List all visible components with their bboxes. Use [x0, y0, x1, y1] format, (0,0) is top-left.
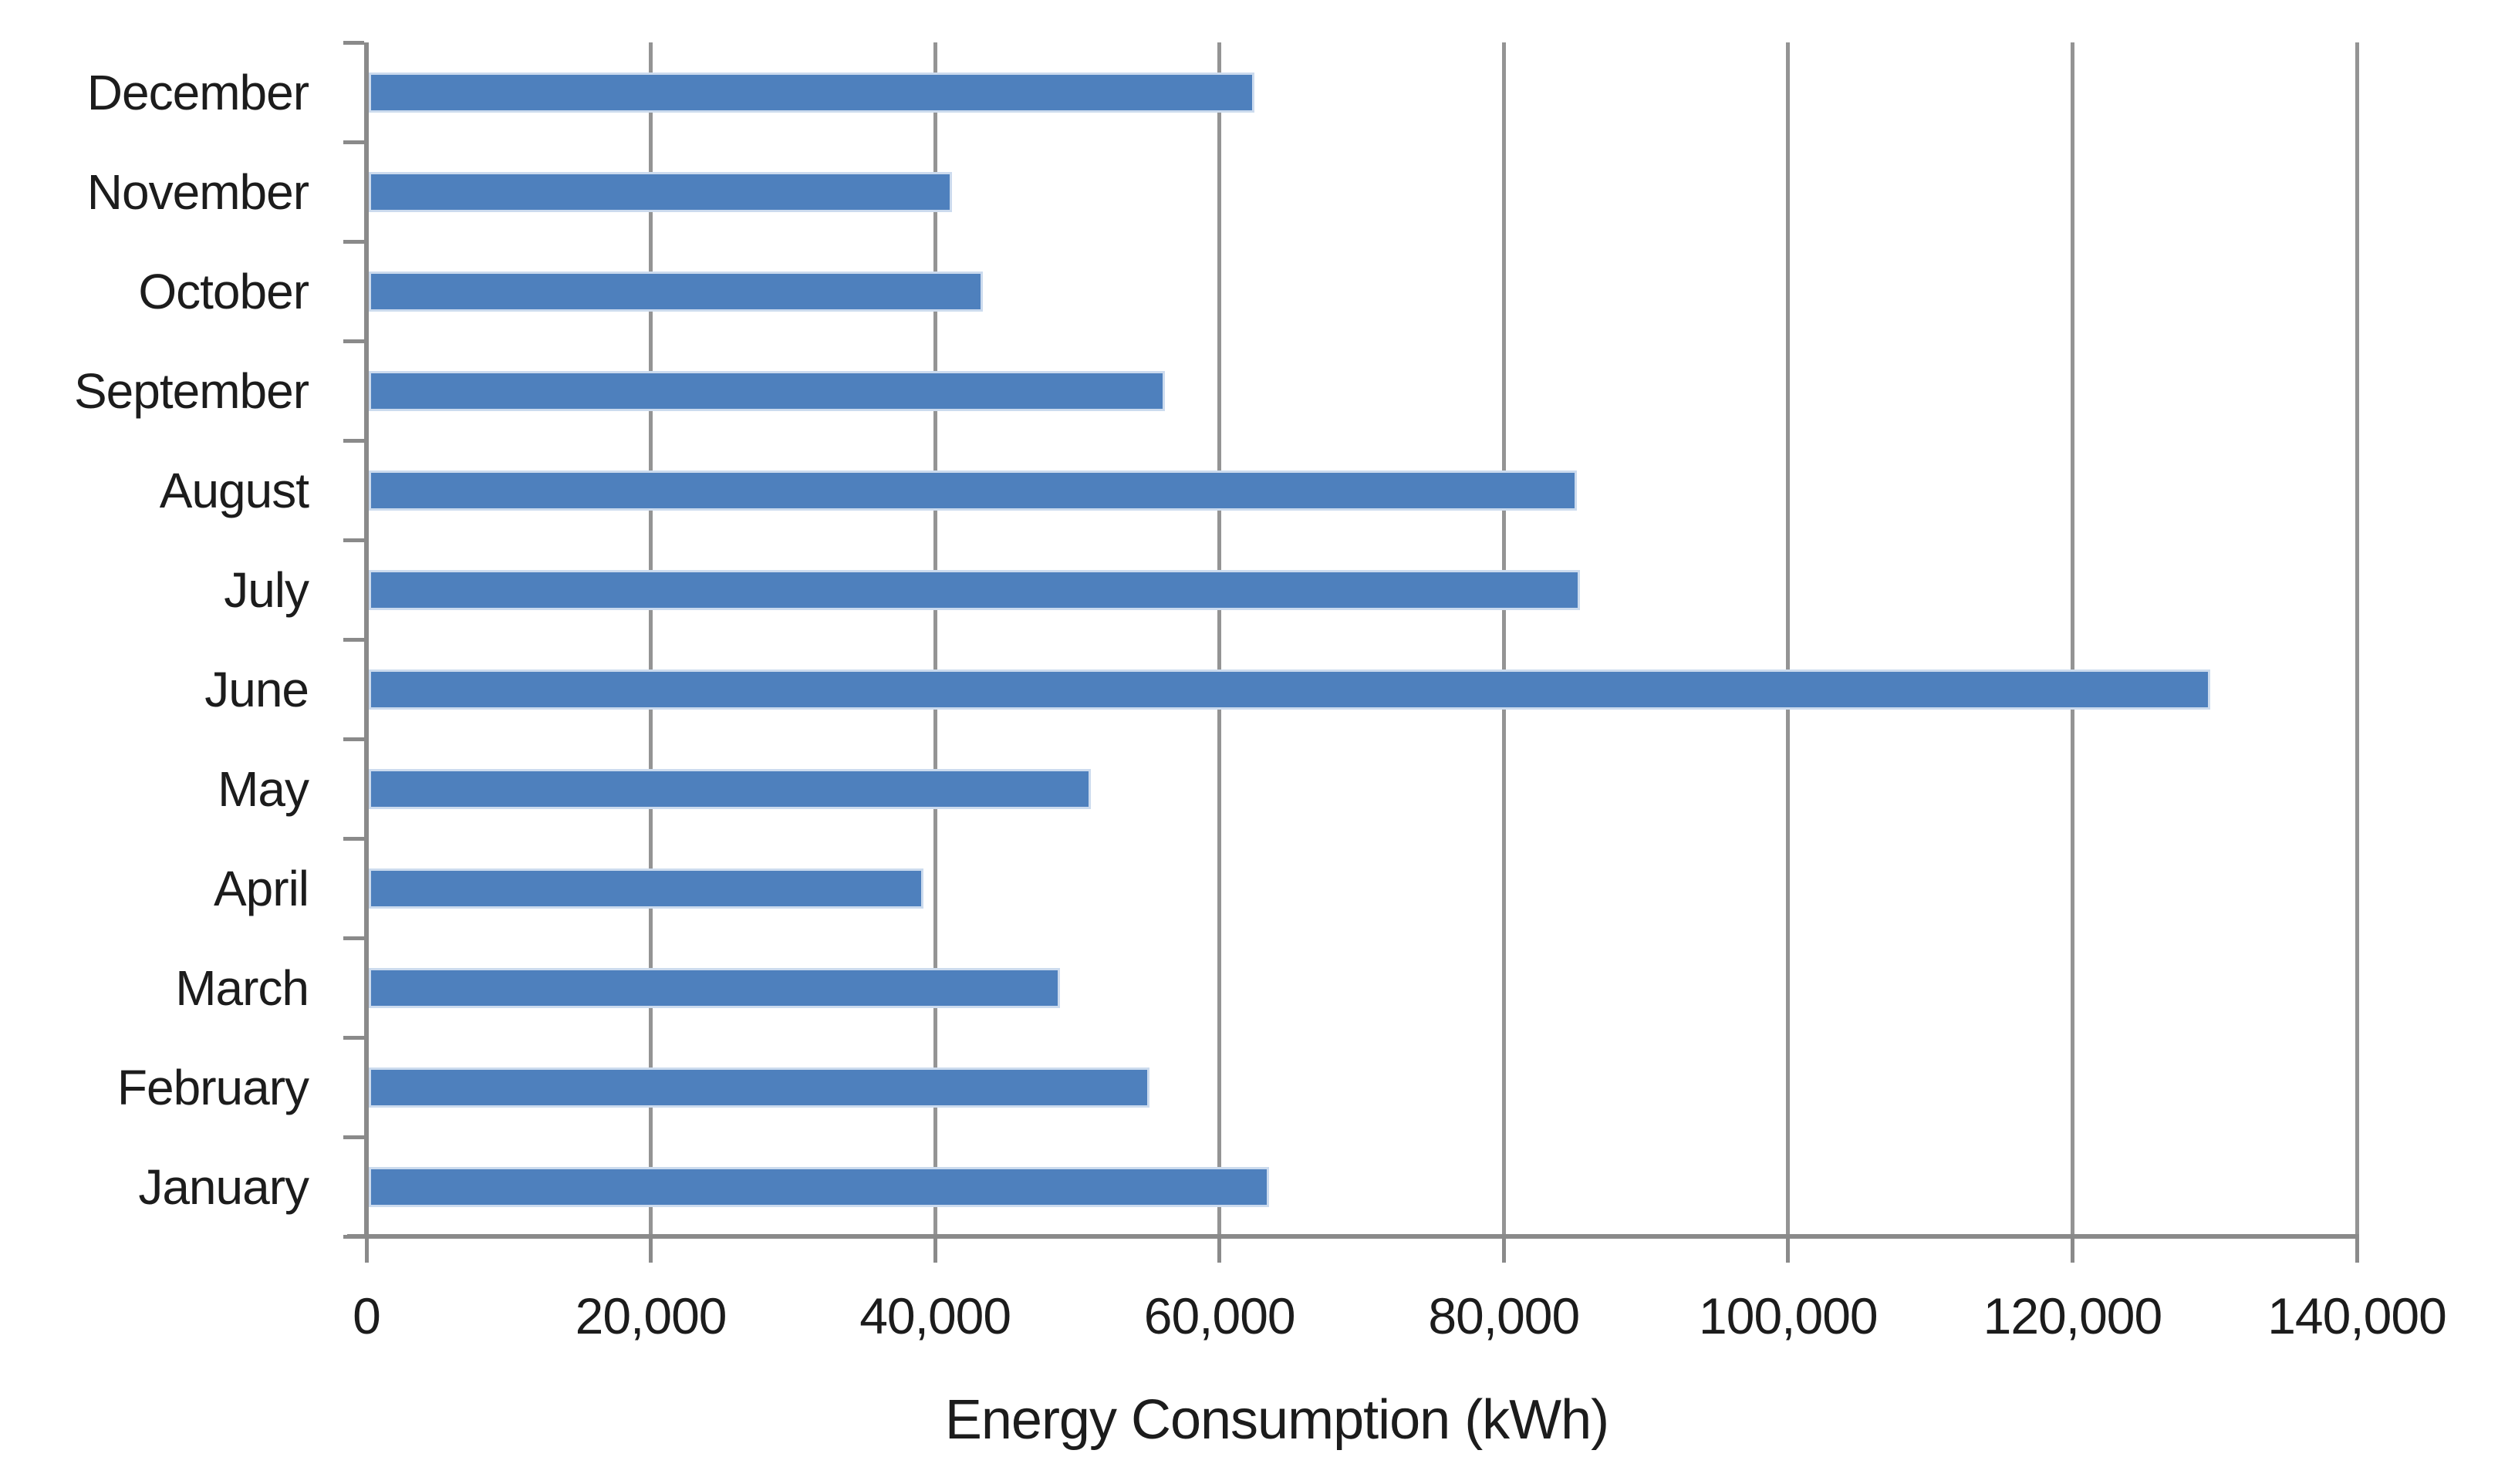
- x-axis-tick: [649, 1236, 653, 1263]
- bar-december: [369, 72, 1254, 113]
- major-gridline: [933, 42, 937, 1236]
- bar-august: [369, 470, 1577, 511]
- bar-march: [369, 967, 1060, 1008]
- value-tick-label: 20,000: [575, 1287, 727, 1344]
- category-label-february: February: [116, 1059, 309, 1115]
- category-label-january: January: [138, 1159, 309, 1215]
- major-gridline: [2355, 42, 2359, 1236]
- category-label-july: July: [224, 562, 309, 618]
- y-axis-tick: [343, 1234, 364, 1239]
- x-axis-tick: [2355, 1236, 2359, 1263]
- y-axis-tick: [343, 339, 364, 343]
- bar-february: [369, 1067, 1149, 1108]
- value-tick-label: 0: [353, 1287, 381, 1344]
- value-tick-label: 140,000: [2267, 1287, 2447, 1344]
- value-tick-label: 100,000: [1699, 1287, 1879, 1344]
- category-label-september: September: [73, 363, 309, 419]
- y-axis-tick: [343, 936, 364, 940]
- x-axis-tick: [364, 1236, 369, 1263]
- bar-september: [369, 370, 1165, 411]
- category-label-june: June: [204, 661, 309, 717]
- bar-october: [369, 271, 983, 312]
- bar-may: [369, 768, 1091, 809]
- bar-january: [369, 1166, 1269, 1207]
- x-axis-tick: [2070, 1236, 2074, 1263]
- y-axis-tick: [343, 737, 364, 741]
- category-label-august: August: [159, 462, 309, 518]
- y-axis-tick: [343, 140, 364, 144]
- y-axis-line: [364, 42, 369, 1236]
- category-label-december: December: [86, 64, 309, 120]
- bar-april: [369, 868, 923, 909]
- category-label-october: October: [138, 263, 309, 319]
- bar-june: [369, 669, 2210, 710]
- y-axis-tick: [343, 538, 364, 542]
- y-axis-tick: [343, 1135, 364, 1139]
- x-axis-tick: [1786, 1236, 1791, 1263]
- major-gridline: [1501, 42, 1506, 1236]
- major-gridline: [2070, 42, 2074, 1236]
- value-tick-label: 120,000: [1983, 1287, 2163, 1344]
- y-axis-tick: [343, 836, 364, 841]
- bar-november: [369, 171, 952, 212]
- category-label-may: May: [218, 761, 309, 817]
- value-tick-label: 60,000: [1143, 1287, 1296, 1344]
- category-label-november: November: [86, 164, 309, 220]
- major-gridline: [1786, 42, 1791, 1236]
- y-axis-tick: [343, 637, 364, 642]
- x-axis-tick: [1501, 1236, 1506, 1263]
- major-gridline: [1217, 42, 1222, 1236]
- y-axis-tick: [343, 438, 364, 443]
- x-axis-title: Energy Consumption (kWh): [944, 1389, 1609, 1451]
- category-label-march: March: [175, 960, 309, 1016]
- value-tick-label: 80,000: [1428, 1287, 1580, 1344]
- category-label-april: April: [213, 860, 309, 916]
- x-axis-line: [347, 1234, 2359, 1239]
- y-axis-tick: [343, 40, 364, 45]
- y-axis-tick: [343, 1035, 364, 1040]
- major-gridline: [649, 42, 653, 1236]
- y-axis-tick: [343, 239, 364, 244]
- x-axis-tick: [933, 1236, 937, 1263]
- bar-july: [369, 569, 1580, 610]
- x-axis-tick: [1217, 1236, 1222, 1263]
- value-tick-label: 40,000: [859, 1287, 1011, 1344]
